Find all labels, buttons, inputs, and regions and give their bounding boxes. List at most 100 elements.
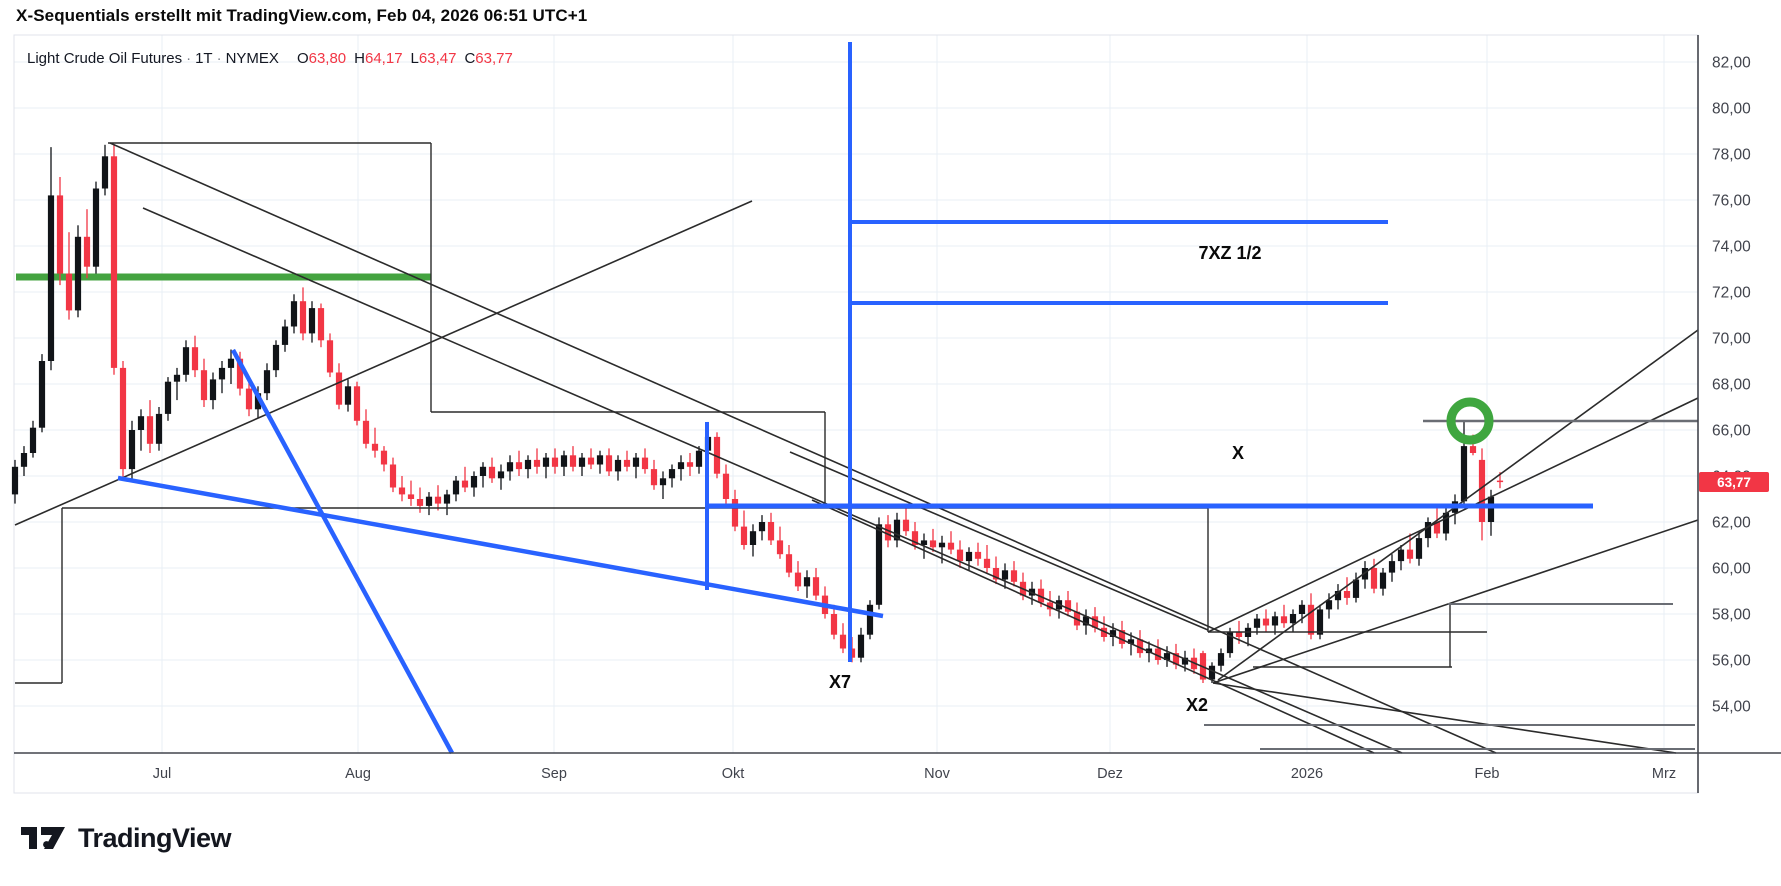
candle-body[interactable] [533,459,541,467]
candle-body[interactable] [1271,616,1279,626]
candle-body[interactable] [767,522,775,541]
candle-body[interactable] [659,478,667,486]
candle-body[interactable] [1487,496,1495,522]
candle-body[interactable] [920,540,928,545]
candle-body[interactable] [839,634,847,649]
candle-body[interactable] [299,301,307,334]
candle-body[interactable] [137,416,145,430]
candle-body[interactable] [560,455,568,467]
candle-body[interactable] [497,471,505,479]
candle-body[interactable] [1037,588,1045,603]
candle-body[interactable] [1325,600,1333,610]
candle-body[interactable] [263,370,271,394]
candle-body[interactable] [389,464,397,488]
tradingview-logo[interactable]: TradingView [20,820,232,856]
candle-body[interactable] [101,156,109,189]
candle-body[interactable] [47,195,55,361]
candle-body[interactable] [173,374,181,382]
candle-body[interactable] [974,551,982,559]
candle-body[interactable] [1010,570,1018,582]
candle-body[interactable] [1334,591,1342,601]
candle-body[interactable] [452,480,460,495]
candle-body[interactable] [677,462,685,470]
candle-body[interactable] [1415,538,1423,559]
candle-body[interactable] [578,457,586,467]
candle-body[interactable] [1172,653,1180,665]
candle-body[interactable] [1136,639,1144,654]
candle-body[interactable] [632,457,640,467]
candle-body[interactable] [884,524,892,541]
candle-body[interactable] [1091,616,1099,628]
candle-body[interactable] [380,450,388,465]
candle-body[interactable] [506,462,514,472]
candle-body[interactable] [992,568,1000,580]
candle-body[interactable] [803,577,811,587]
candle-body[interactable] [1100,627,1108,637]
candle-body[interactable] [83,236,91,267]
candle-body[interactable] [1118,630,1126,644]
xsequential-line[interactable] [117,475,884,619]
candle-body[interactable] [1280,616,1288,624]
trend-line[interactable] [1212,519,1699,684]
candle-body[interactable] [893,519,901,541]
candle-body[interactable] [1307,604,1315,635]
candle-body[interactable] [38,361,46,428]
candle-body[interactable] [776,540,784,555]
candle-body[interactable] [191,347,199,371]
candle-body[interactable] [1109,630,1117,637]
candle-body[interactable] [722,473,730,499]
candle-body[interactable] [1316,609,1324,635]
candle-body[interactable] [272,344,280,371]
candle-body[interactable] [1352,579,1360,598]
candle-body[interactable] [623,459,631,467]
candle-body[interactable] [227,358,235,368]
candle-body[interactable] [1469,446,1477,453]
candle-body[interactable] [1433,522,1441,534]
candle-body[interactable] [1496,480,1504,483]
candle-body[interactable] [857,634,865,658]
candle-body[interactable] [200,370,208,401]
candle-body[interactable] [1298,604,1306,614]
candle-body[interactable] [875,524,883,605]
candle-body[interactable] [155,413,163,444]
candle-body[interactable] [956,549,964,562]
candle-body[interactable] [749,531,757,545]
candle-body[interactable] [686,462,694,467]
candle-body[interactable] [740,526,748,545]
candle-body[interactable] [218,367,226,380]
trend-line[interactable] [811,499,1375,754]
candle-body[interactable] [1145,648,1153,654]
green-circle-marker[interactable] [1446,397,1494,445]
candle-body[interactable] [866,604,874,635]
candle-body[interactable] [947,542,955,550]
candle-body[interactable] [20,453,28,467]
candle-body[interactable] [614,459,622,472]
candle-body[interactable] [524,459,532,470]
candle-body[interactable] [785,554,793,573]
chart-legend[interactable]: Light Crude Oil Futures · 1T · NYMEX O63,80 H6… [27,50,513,67]
candle-body[interactable] [569,455,577,467]
candle-body[interactable] [371,443,379,451]
candle-body[interactable] [938,542,946,548]
trend-line[interactable] [789,451,1209,631]
timeframe-label[interactable]: 1T [195,50,213,67]
candle-body[interactable] [1478,459,1486,522]
candle-body[interactable] [488,466,496,479]
candle-body[interactable] [650,469,658,486]
candle-body[interactable] [416,499,424,506]
xsequential-line[interactable] [231,348,454,755]
candle-body[interactable] [1217,653,1225,666]
annotation-label[interactable]: X7 [829,672,851,692]
candle-body[interactable] [1370,568,1378,589]
candle-body[interactable] [515,462,523,470]
candle-body[interactable] [1379,572,1387,589]
candle-body[interactable] [758,522,766,532]
candle-body[interactable] [344,386,352,405]
candle-body[interactable] [695,450,703,467]
trend-line[interactable] [14,200,753,526]
candle-body[interactable] [308,308,316,334]
candle-body[interactable] [425,496,433,506]
instrument-name[interactable]: Light Crude Oil Futures [27,50,183,67]
candle-body[interactable] [470,476,478,488]
candle-body[interactable] [110,156,118,368]
